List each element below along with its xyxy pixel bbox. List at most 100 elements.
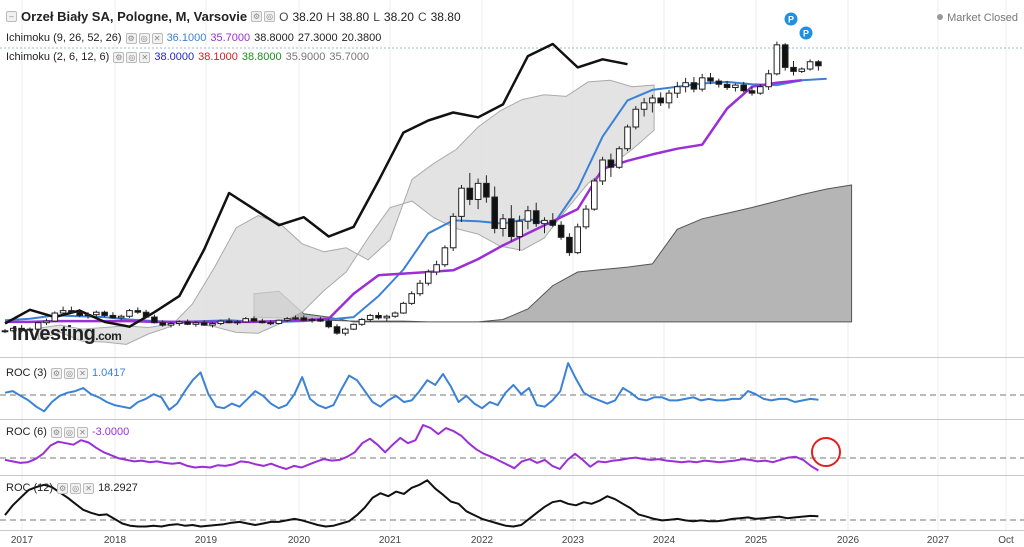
- indicator-value: 35.7000: [329, 51, 370, 63]
- candle-up: [458, 187, 465, 217]
- indicator-controls[interactable]: ⚙ ◎ ✕: [125, 32, 163, 44]
- candle-up: [757, 86, 764, 94]
- marker-label: P: [788, 15, 794, 25]
- candle-down: [300, 317, 308, 321]
- candle-up: [383, 315, 391, 319]
- candle-up: [93, 311, 100, 316]
- candle-up: [449, 215, 457, 249]
- candle-up: [649, 97, 656, 104]
- candle-up: [358, 318, 366, 325]
- ichimoku-cloud-2-6-12: [37, 79, 655, 345]
- instrument-header: – Orzeł Biały SA, Pologne, M, Varsovie ⚙…: [6, 9, 461, 24]
- indicator-value: 36.1000: [166, 32, 207, 44]
- candle-up: [408, 293, 415, 304]
- candle-up: [26, 328, 34, 331]
- indicator-controls[interactable]: ⚙ ◎ ✕: [50, 367, 88, 379]
- pane-separator: [0, 419, 1024, 420]
- candle-up: [416, 282, 424, 295]
- candle-up: [308, 318, 316, 321]
- candle-up: [541, 219, 548, 225]
- pane-separator: [0, 357, 1024, 358]
- candlesticks: [1, 41, 822, 336]
- candle-up: [59, 310, 67, 314]
- candle-up: [615, 148, 623, 168]
- candle-down: [781, 44, 789, 68]
- header-controls[interactable]: ⚙ ◎: [251, 11, 276, 22]
- indicator-value: 38.0000: [154, 51, 195, 63]
- candle-up: [217, 320, 225, 325]
- high-value: 38.80: [339, 9, 370, 24]
- dividend-marker-icon: [784, 12, 798, 26]
- indicator-controls[interactable]: ⚙ ◎ ✕: [113, 51, 151, 63]
- x-tick-label: 2017: [11, 535, 34, 546]
- ichimoku-cloud-area: [253, 184, 853, 323]
- roc-6-line: [4, 424, 819, 472]
- x-tick-label: 2021: [379, 535, 402, 546]
- candle-down: [508, 218, 515, 238]
- candle-up: [43, 320, 50, 324]
- candle-up: [441, 247, 449, 266]
- candle-down: [723, 83, 731, 89]
- candle-up: [350, 323, 357, 330]
- candle-down: [549, 219, 557, 226]
- candle-up: [765, 73, 772, 88]
- indicator-value: 38.8000: [241, 51, 282, 63]
- candle-up: [425, 271, 432, 284]
- x-tick-label: 2023: [562, 535, 585, 546]
- indicator-legend-1: Ichimoku (9, 26, 52, 26) ⚙ ◎ ✕ 36.1000 35.…: [6, 32, 381, 44]
- candle-up: [624, 126, 631, 150]
- x-tick-label: 2020: [288, 535, 311, 546]
- candle-up: [1, 330, 9, 333]
- candle-down: [748, 90, 756, 94]
- candle-up: [51, 312, 59, 322]
- candle-up: [391, 312, 399, 317]
- low-value: 38.20: [383, 9, 414, 24]
- candle-up: [342, 328, 349, 334]
- indicator-value: 38.8000: [254, 32, 294, 44]
- indicator-legend-2: Ichimoku (2, 6, 12, 6) ⚙ ◎ ✕ 38.0000 38.10…: [6, 51, 369, 63]
- candle-up: [632, 108, 640, 128]
- roc-3-value: 1.0417: [91, 367, 126, 379]
- candle-up: [773, 44, 781, 75]
- candle-up: [524, 210, 532, 222]
- status-dot-icon: [937, 14, 944, 20]
- x-tick-label: 2022: [471, 535, 494, 546]
- indicator-value: 27.3000: [297, 32, 338, 44]
- candle-up: [674, 86, 681, 94]
- candle-up: [499, 218, 507, 229]
- ichimoku-cloud-area: [37, 79, 655, 345]
- candle-up: [176, 321, 183, 325]
- investing-logo: Investing.com: [12, 323, 122, 345]
- candle-up: [192, 322, 200, 325]
- roc-6-legend: ROC (6) ⚙ ◎ ✕ -3.0000: [6, 426, 130, 438]
- candle-down: [466, 187, 474, 200]
- indicator-controls[interactable]: ⚙ ◎ ✕: [50, 426, 88, 438]
- candle-up: [433, 264, 440, 273]
- indicator-controls[interactable]: ⚙ ◎ ✕: [57, 482, 95, 494]
- candle-down: [18, 327, 25, 331]
- candle-up: [806, 61, 814, 70]
- candle-up: [209, 323, 216, 326]
- candle-down: [375, 314, 382, 319]
- candle-up: [591, 180, 598, 210]
- x-tick-label: Oct: [998, 535, 1014, 546]
- indicator-label: Ichimoku (2, 6, 12, 6): [6, 51, 110, 63]
- roc-12-line: [4, 479, 819, 528]
- chikou-line: [4, 42, 628, 328]
- candle-down: [790, 66, 797, 72]
- candle-down: [740, 84, 748, 92]
- candle-down: [325, 320, 332, 328]
- candle-up: [167, 323, 175, 326]
- collapse-icon[interactable]: –: [6, 11, 17, 22]
- candle-up: [366, 314, 374, 320]
- candle-down: [68, 310, 75, 313]
- candle-down: [715, 80, 723, 85]
- indicator-value: 35.7000: [210, 32, 251, 44]
- candle-down: [250, 318, 258, 322]
- candle-down: [707, 77, 714, 82]
- indicator-lines: [4, 42, 827, 328]
- indicator-value: 38.1000: [198, 51, 238, 63]
- candle-down: [607, 159, 615, 168]
- candle-up: [400, 302, 407, 314]
